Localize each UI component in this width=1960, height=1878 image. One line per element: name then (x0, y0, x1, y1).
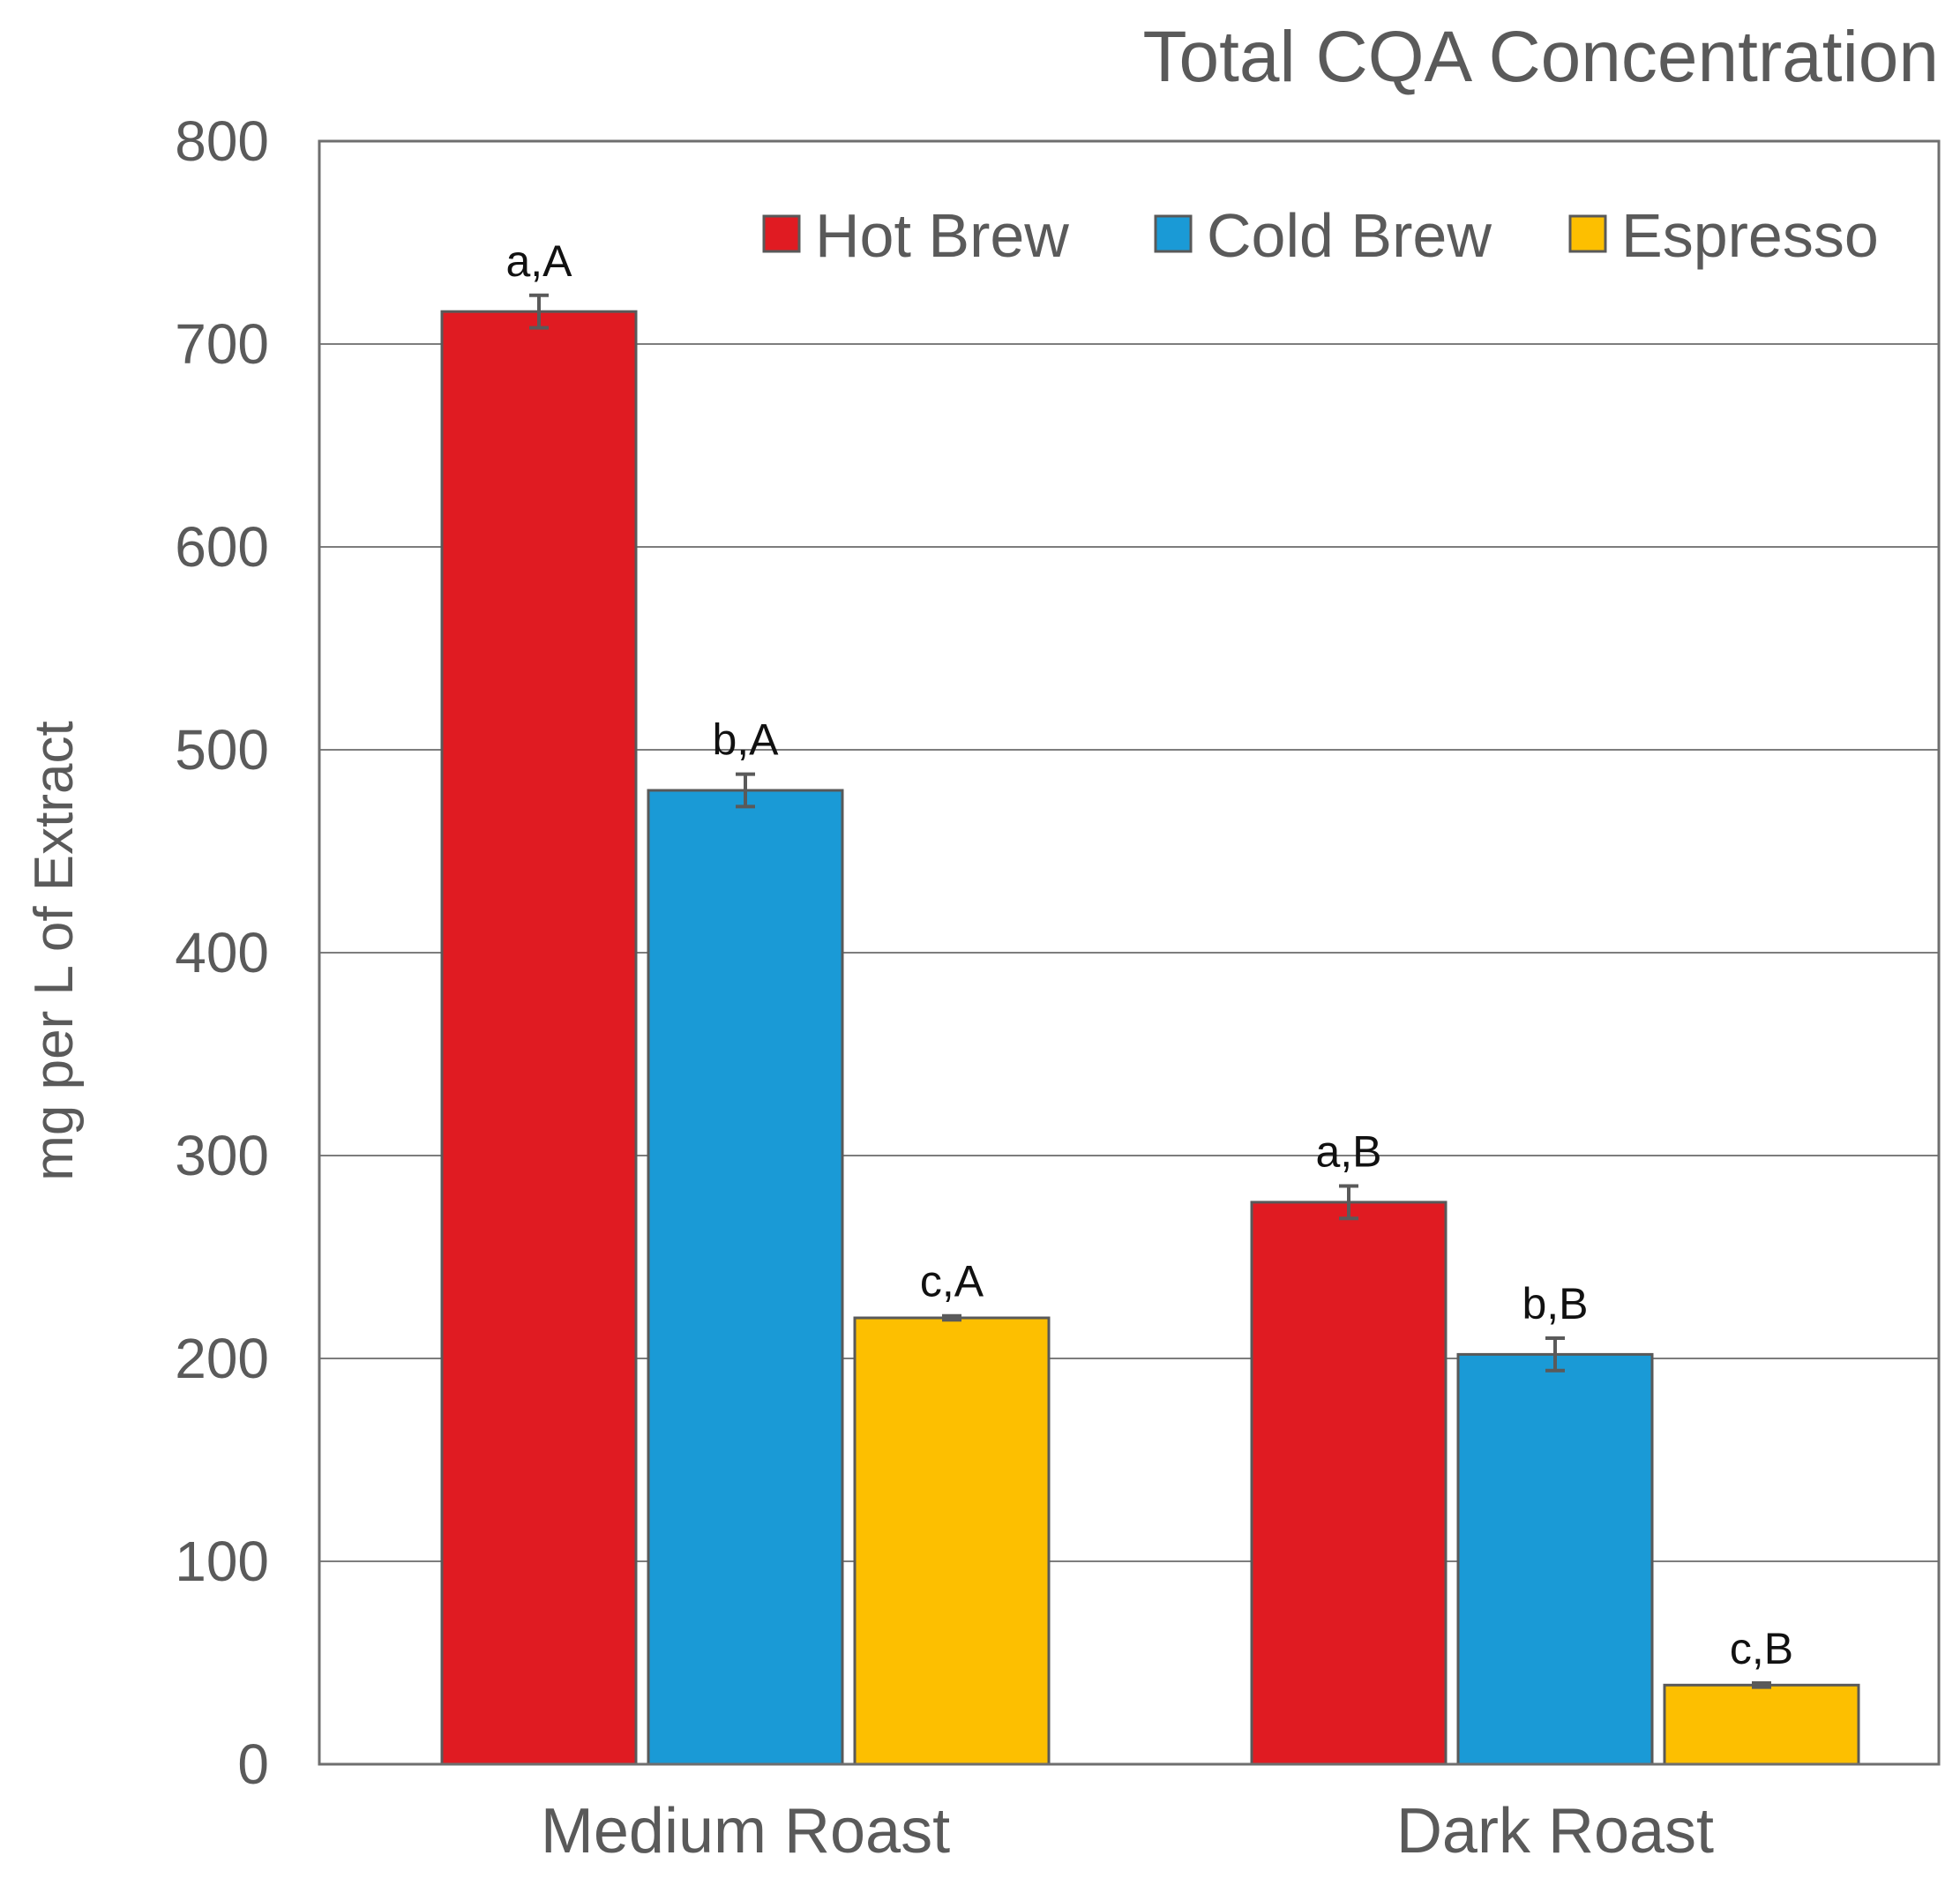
data-label: a,A (505, 236, 572, 286)
legend-swatch (762, 214, 801, 253)
category-label: Medium Roast (541, 1796, 950, 1867)
error-bar (529, 293, 549, 330)
bar-espresso-medium-roast (853, 1316, 1051, 1766)
legend-label: Cold Brew (1207, 201, 1492, 270)
y-tick-label: 700 (175, 312, 269, 376)
legend-entry: Cold Brew (1154, 201, 1492, 270)
legend-entry: Hot Brew (762, 201, 1069, 270)
category-labels: Medium Roast Dark Roast (541, 1796, 1714, 1867)
data-label: b,B (1522, 1279, 1588, 1328)
legend-swatch (1568, 214, 1607, 253)
error-bar (942, 1313, 961, 1322)
bar-hot-brew-dark-roast (1250, 1201, 1448, 1766)
y-tick-label: 800 (175, 109, 269, 173)
legend: Hot Brew Cold Brew Espresso (762, 201, 1879, 270)
error-bar (1545, 1336, 1565, 1373)
bar-hot-brew-medium-roast (440, 310, 638, 1766)
data-label: b,A (712, 715, 779, 765)
legend-entry: Espresso (1568, 201, 1879, 270)
y-tick-label: 500 (175, 718, 269, 782)
y-tick-label: 400 (175, 921, 269, 984)
error-bar (1752, 1681, 1771, 1689)
error-bar (736, 772, 755, 809)
data-label: c,A (920, 1257, 984, 1306)
legend-swatch (1154, 214, 1193, 253)
error-bars (529, 293, 1771, 1689)
plot-frame (318, 139, 1941, 1766)
y-tick-label: 600 (175, 515, 269, 579)
bar-espresso-dark-roast (1663, 1683, 1860, 1766)
y-axis-label: mg per L of Extract (24, 721, 85, 1180)
bar-cold-brew-medium-roast (647, 789, 844, 1766)
y-tick-label: 100 (175, 1530, 269, 1593)
y-tick-label: 300 (175, 1124, 269, 1187)
bar-cold-brew-dark-roast (1456, 1352, 1654, 1766)
legend-label: Hot Brew (815, 201, 1069, 270)
legend-label: Espresso (1621, 201, 1879, 270)
chart-title: Total CQA Concentration (1143, 17, 1939, 97)
data-label: a,B (1315, 1127, 1381, 1177)
y-tick-label: 200 (175, 1327, 269, 1390)
data-label: c,B (1730, 1624, 1793, 1673)
category-label: Dark Roast (1396, 1796, 1714, 1867)
y-tick-labels: 0 100 200 300 400 500 600 700 800 (175, 109, 269, 1796)
y-tick-label: 0 (237, 1732, 269, 1796)
data-labels: a,A b,A c,A a,B b,B c,B (505, 236, 1793, 1673)
bars (440, 310, 1860, 1766)
error-bar (1339, 1184, 1358, 1221)
